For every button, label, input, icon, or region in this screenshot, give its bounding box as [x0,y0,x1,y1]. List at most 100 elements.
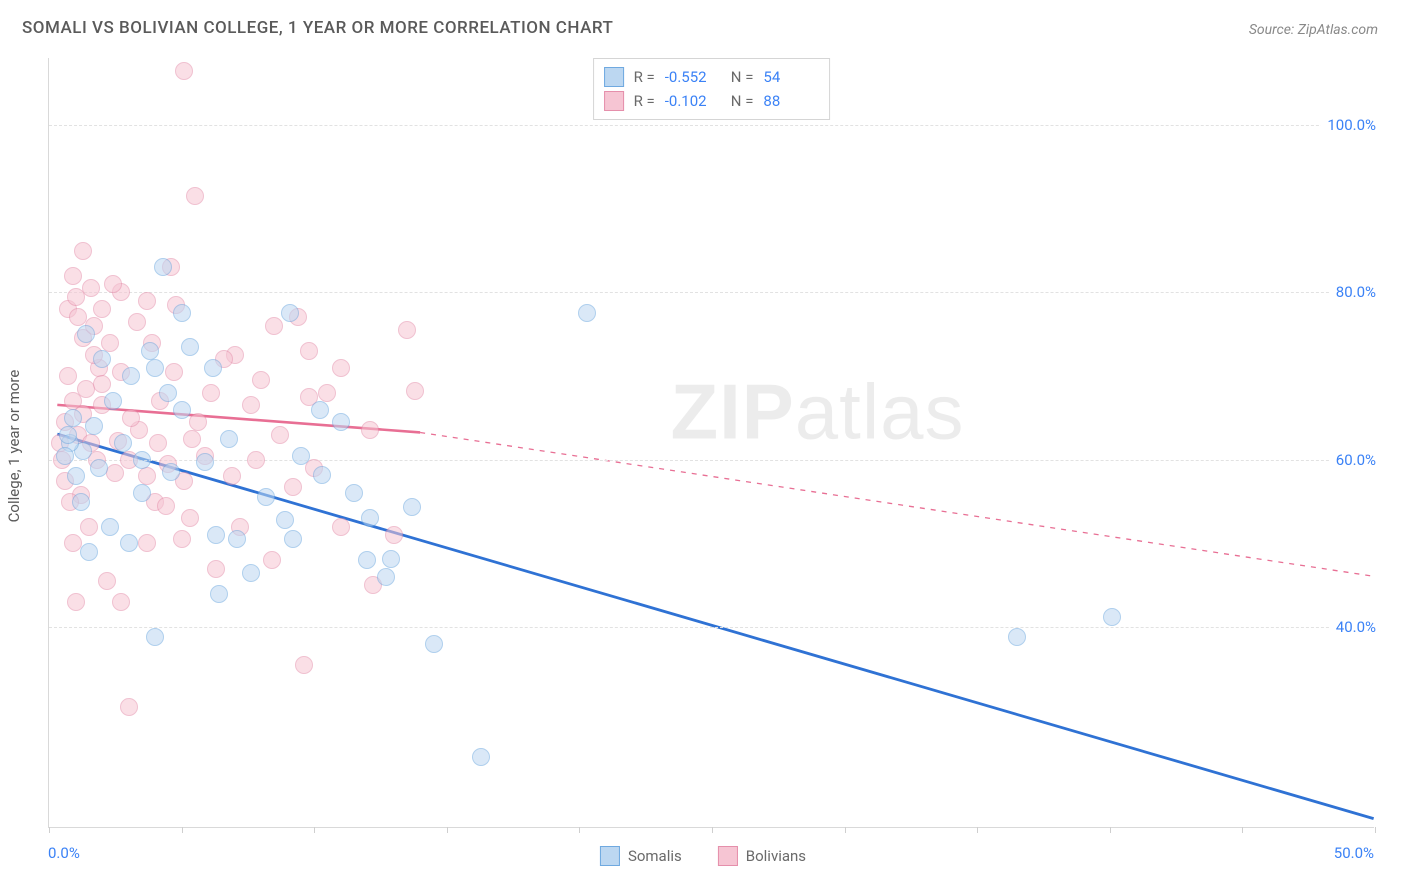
somali-point [345,484,363,502]
bolivian-point [263,551,281,569]
bolivian-point [157,497,175,515]
plot-area: ZIPatlas R = -0.552 N = 54 R =-0.102N =88 40… [48,58,1374,828]
series-legend: SomalisBolivians [600,846,806,866]
legend-swatch [604,91,624,111]
somali-point [56,447,74,465]
x-tick-mark [1242,827,1243,833]
y-axis-label: College, 1 year or more [5,370,23,523]
bolivian-point [247,451,265,469]
somali-point [173,304,191,322]
bolivian-point [64,267,82,285]
somali-point [242,564,260,582]
somali-point [90,459,108,477]
bolivian-point [104,275,122,293]
bolivian-point [138,467,156,485]
bolivian-point [120,698,138,716]
stat-r-value: -0.552 [665,68,721,86]
somali-point [276,511,294,529]
somali-point [228,530,246,548]
stats-row: R = -0.552 N = 54 [604,65,820,89]
bolivian-point [67,593,85,611]
somali-point [207,526,225,544]
bolivian-point [242,396,260,414]
bolivian-point [300,342,318,360]
stat-r-label: R = [634,68,655,86]
bolivian-point [101,334,119,352]
somali-point [425,635,443,653]
bolivian-point [149,434,167,452]
gridline [49,292,1374,293]
somali-point [93,350,111,368]
bolivian-point [265,317,283,335]
y-tick-label: 60.0% [1330,451,1376,469]
somali-point [85,417,103,435]
x-tick-mark [845,827,846,833]
bolivian-point [93,300,111,318]
x-tick-mark [182,827,183,833]
somali-point [173,401,191,419]
somali-point [114,434,132,452]
x-tick-mark [579,827,580,833]
somali-point [181,338,199,356]
somali-point [133,451,151,469]
somali-point [578,304,596,322]
bolivian-point [406,382,424,400]
somali-point [210,585,228,603]
bolivian-point [183,430,201,448]
bolivian-point [189,413,207,431]
somali-point [292,447,310,465]
somali-point [332,413,350,431]
bolivian-point [173,530,191,548]
somali-point [311,401,329,419]
somali-point [220,430,238,448]
somali-point [472,748,490,766]
bolivian-point [59,367,77,385]
stats-row: R =-0.102N =88 [604,89,820,113]
somali-point [146,628,164,646]
bolivian-point [207,560,225,578]
somali-point [313,466,331,484]
y-tick-label: 40.0% [1330,618,1376,636]
bolivian-point [202,384,220,402]
x-axis-end-label: 50.0% [1334,844,1374,862]
stat-n-value: 54 [763,68,819,86]
trendlines-svg [49,58,1374,827]
bolivian-point [271,426,289,444]
x-tick-mark [447,827,448,833]
legend-swatch [718,846,738,866]
bolivian-point [93,375,111,393]
somali-point [64,409,82,427]
x-tick-mark [712,827,713,833]
bolivian-point [122,409,140,427]
watermark: ZIPatlas [670,366,964,457]
bolivian-point [106,464,124,482]
somali-point [382,550,400,568]
y-tick-label: 80.0% [1330,283,1376,301]
legend-swatch [604,67,624,87]
bolivian-point [318,384,336,402]
legend-item: Somalis [600,846,682,866]
bolivian-point [82,279,100,297]
somali-point [159,384,177,402]
bolivian-point [98,572,116,590]
gridline [49,627,1374,628]
somali-point [141,342,159,360]
bolivian-point [295,656,313,674]
x-tick-mark [977,827,978,833]
somali-point [281,304,299,322]
bolivian-point [284,478,302,496]
bolivian-point [223,467,241,485]
stat-r-value: -0.102 [665,92,721,110]
somali-point [1008,628,1026,646]
stat-n-label: N = [731,68,754,86]
somali-point [1103,608,1121,626]
bolivian-point [128,313,146,331]
somali-point [358,551,376,569]
somali-point [257,488,275,506]
somali-point [403,498,421,516]
somali-point [101,518,119,536]
somali-point [284,530,302,548]
bolivian-point [165,363,183,381]
chart-container: SOMALI VS BOLIVIAN COLLEGE, 1 YEAR OR MO… [0,0,1406,892]
x-tick-mark [49,827,50,833]
